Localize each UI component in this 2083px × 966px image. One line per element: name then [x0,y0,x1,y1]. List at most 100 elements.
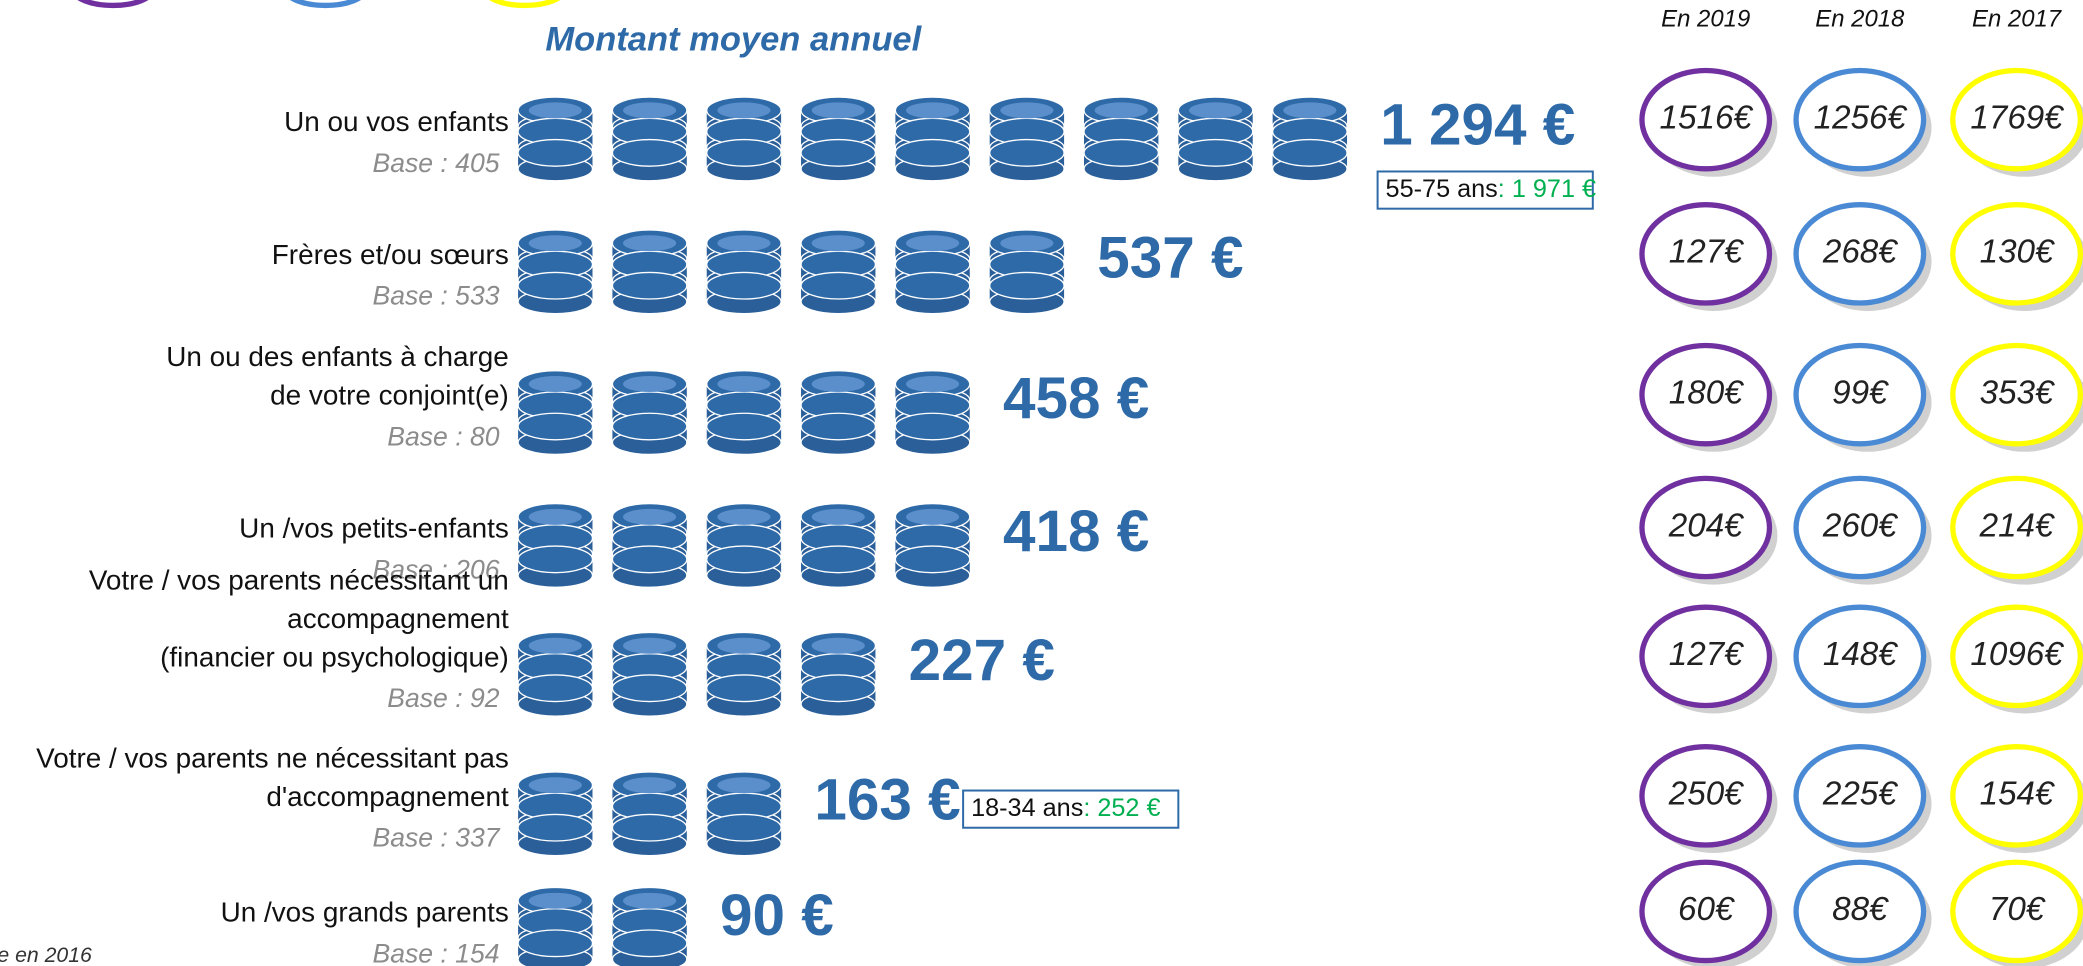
coin-top [623,638,676,654]
category-label: Un ou des enfants à charge [166,341,508,372]
coin-top [529,893,582,909]
column-header: En 2017 [1972,5,2063,32]
footnote: e en 2016 [0,943,92,966]
history-value: 1516€ [1660,99,1754,136]
history-value: 60€ [1678,891,1735,928]
coin-top [529,102,582,118]
coin-face [801,413,875,440]
coin-stacks [518,772,781,856]
coin-face [518,675,592,702]
coin-face [518,814,592,841]
coin-face [612,814,686,841]
coin-top [1095,102,1148,118]
history-value: 268€ [1822,234,1898,271]
category-label: de votre conjoint(e) [270,380,509,411]
history-value: 1769€ [1970,99,2064,136]
page: {"chart_data":{"type":"pictogram","title… [0,0,2083,966]
base-label: Base : 80 [387,422,499,452]
history-value: 154€ [1980,776,2055,813]
coin-face [518,140,592,167]
coin-face [1178,140,1252,167]
base-label: Base : 92 [387,683,499,713]
coin-top [812,509,865,525]
coin-top [529,777,582,793]
coin-face [707,413,781,440]
coin-face [707,814,781,841]
coin-stacks [518,632,875,716]
coin-face [990,140,1064,167]
base-label: Base : 337 [373,823,501,853]
category-label: Votre / vos parents ne nécessitant pas [36,742,509,773]
history-value: 70€ [1989,891,2046,928]
coin-face [990,272,1064,299]
category-label: Un /vos petits-enfants [239,513,509,544]
coin-top [717,102,770,118]
coin-top [529,638,582,654]
legend-circle [286,0,366,5]
value-label: 537 € [1097,225,1243,290]
coin-top [717,235,770,251]
coin-top [717,509,770,525]
coin-face [612,140,686,167]
history-value: 1096€ [1970,636,2064,673]
value-label: 227 € [909,628,1055,693]
value-label: 458 € [1003,366,1149,431]
coin-top [623,777,676,793]
coin-face [707,675,781,702]
coin-face [518,930,592,957]
coin-stacks [518,504,970,588]
coin-face [801,140,875,167]
chart-title: Montant moyen annuel [545,20,922,58]
coin-face [707,272,781,299]
coin-top [1000,102,1053,118]
column-header: En 2018 [1815,5,1905,32]
coin-face [1084,140,1158,167]
annotation-label: 55-75 ans [1386,175,1498,203]
history-value: 225€ [1822,776,1898,813]
coin-top [1000,235,1053,251]
history-value: 127€ [1669,234,1744,271]
coin-face [612,413,686,440]
coin-top [623,509,676,525]
coin-face [801,272,875,299]
coin-face [1273,140,1347,167]
category-label: Votre / vos parents nécessitant un [89,564,509,595]
coin-top [812,235,865,251]
coin-top [717,777,770,793]
legend-circle [73,0,153,5]
coin-face [518,272,592,299]
value-label: 163 € [814,767,960,832]
coin-top [529,509,582,525]
history-value: 148€ [1823,636,1898,673]
coin-top [812,102,865,118]
coin-top [906,235,959,251]
base-label: Base : 154 [373,938,500,966]
annotation: 55-75 ans: 1 971 € [1386,175,1596,203]
coin-face [895,272,969,299]
coin-top [1189,102,1242,118]
column-header: En 2019 [1661,5,1750,32]
coin-face [801,546,875,573]
coin-face [895,140,969,167]
coin-top [906,376,959,392]
base-label: Base : 405 [373,148,500,178]
category-label: d'accompagnement [266,781,509,812]
history-value: 99€ [1832,374,1889,411]
category-label: Frères et/ou sœurs [272,239,509,270]
coin-face [707,546,781,573]
coin-top [812,638,865,654]
history-value: 214€ [1979,507,2055,544]
coin-top [1283,102,1336,118]
coin-stacks [518,230,1064,314]
coin-top [906,102,959,118]
history-value: 180€ [1669,374,1744,411]
history-value: 204€ [1668,507,1744,544]
coin-face [707,140,781,167]
history-value: 1256€ [1814,99,1908,136]
coin-face [612,675,686,702]
history-value: 130€ [1980,234,2055,271]
annotation-value: : 252 € [1083,794,1160,822]
coin-face [895,413,969,440]
coin-face [612,546,686,573]
history-value: 353€ [1980,374,2055,411]
